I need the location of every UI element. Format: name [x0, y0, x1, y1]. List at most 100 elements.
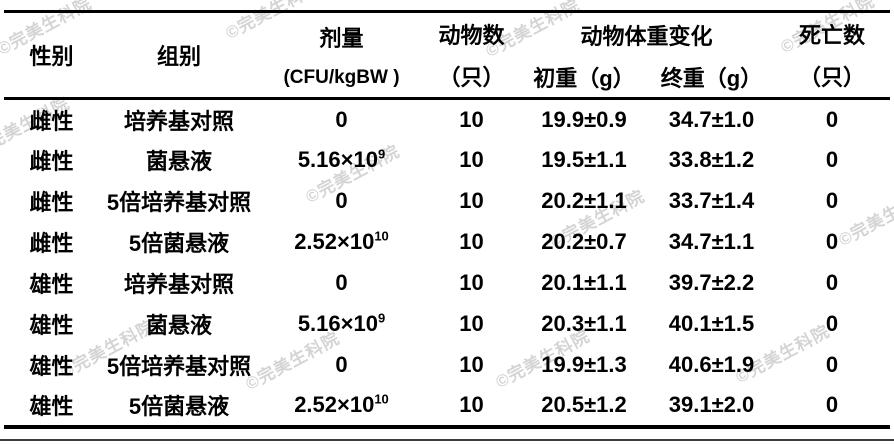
header-weight-change-label: 动物体重变化: [580, 24, 713, 50]
table-row: 雌性 5倍菌悬液 2.52×1010 10 20.2±0.7 34.7±1.1 0: [4, 222, 890, 263]
dose-cell: 0: [259, 99, 424, 140]
header-group: 组别: [99, 11, 259, 100]
animals-cell: 10: [459, 188, 484, 213]
header-dose: 剂量 (CFU/kgBW ): [259, 11, 424, 100]
dose-cell: 0: [259, 181, 424, 222]
header-deaths-label: 死亡数: [799, 23, 866, 48]
dose-exponent: 9: [377, 310, 386, 326]
group-cell: 5倍菌悬液: [99, 385, 259, 429]
dose-cell: 0: [259, 345, 424, 386]
initial-weight-cell: 20.2±0.7: [541, 229, 627, 254]
dose-cell: 2.52×1010: [259, 385, 424, 429]
deaths-cell: 0: [825, 147, 839, 172]
dose-value: 0: [335, 106, 348, 132]
group-cell: 菌悬液: [145, 149, 212, 174]
final-weight-cell: 39.1±2.0: [649, 385, 775, 429]
data-table: 性别 组别 剂量 (CFU/kgBW ) 动物数 （只） 动物体重变化: [4, 10, 891, 429]
dose-value: 2.52×10: [294, 229, 375, 254]
sex-cell: 雌性: [29, 190, 74, 215]
header-dose-label: 剂量: [319, 26, 364, 51]
initial-weight-cell: 19.9±0.9: [541, 106, 627, 132]
group-cell: 菌悬液: [145, 313, 212, 338]
animals-cell: 10: [459, 147, 484, 172]
dose-cell: 5.16×109: [259, 140, 424, 181]
table-row: 雄性 菌悬液 5.16×109 10 20.3±1.1 40.1±1.5 0: [4, 304, 890, 345]
final-weight-cell: 34.7±1.0: [668, 106, 755, 132]
dose-cell: 2.52×1010: [259, 222, 424, 263]
sex-cell: 雌性: [29, 149, 74, 174]
dose-cell: 0: [259, 263, 424, 304]
table-header: 性别 组别 剂量 (CFU/kgBW ) 动物数 （只） 动物体重变化: [4, 11, 891, 100]
deaths-cell: 0: [825, 352, 839, 377]
table-row: 雌性 菌悬液 5.16×109 10 19.5±1.1 33.8±1.2 0: [4, 140, 890, 181]
deaths-cell: 0: [825, 188, 839, 213]
header-initial-weight-label: 初重（g）: [533, 66, 635, 92]
dose-value: 0: [335, 270, 348, 295]
dose-value: 0: [335, 352, 348, 377]
animals-cell: 10: [459, 311, 484, 336]
final-weight-cell: 39.7±2.2: [668, 270, 755, 295]
dose-value: 5.16×10: [297, 311, 378, 336]
table-row: 雌性 培养基对照 0 10 19.9±0.9 34.7±1.0 0: [4, 99, 890, 140]
group-cell: 培养基对照: [123, 272, 234, 297]
group-cell: 培养基对照: [123, 108, 234, 134]
deaths-cell: 0: [825, 106, 839, 132]
animals-cell: 10: [459, 270, 484, 295]
group-cell: 5倍培养基对照: [106, 190, 252, 215]
final-weight-cell: 40.6±1.9: [668, 352, 755, 377]
initial-weight-cell: 20.5±1.2: [519, 385, 649, 429]
table-row: 雄性 5倍菌悬液 2.52×1010 10 20.5±1.2 39.1±2.0 0: [4, 385, 891, 429]
deaths-cell: 0: [774, 385, 891, 429]
sex-cell: 雄性: [29, 272, 74, 297]
animals-cell: 10: [459, 229, 484, 254]
deaths-cell: 0: [825, 270, 839, 295]
dose-exponent: 10: [374, 391, 389, 407]
table-row: 雌性 5倍培养基对照 0 10 20.2±1.1 33.7±1.4 0: [4, 181, 890, 222]
bottom-rule: [0, 439, 894, 441]
group-cell: 5倍菌悬液: [128, 231, 230, 256]
header-deaths-unit: （只）: [799, 65, 866, 90]
dose-exponent: 9: [377, 146, 386, 162]
header-sex: 性别: [4, 11, 99, 100]
animals-cell: 10: [459, 352, 484, 377]
initial-weight-cell: 20.1±1.1: [541, 270, 627, 295]
header-initial-weight: 初重（g）: [519, 57, 649, 100]
header-animal-count-label: 动物数: [438, 23, 505, 48]
animals-cell: 10: [459, 106, 484, 132]
initial-weight-cell: 20.2±1.1: [541, 188, 627, 213]
deaths-cell: 0: [825, 311, 839, 336]
initial-weight-cell: 20.3±1.1: [541, 311, 627, 336]
header-deaths: 死亡数 （只）: [774, 11, 891, 100]
table-row: 雄性 培养基对照 0 10 20.1±1.1 39.7±2.2 0: [4, 263, 890, 304]
sex-cell: 雌性: [29, 108, 74, 134]
sex-cell: 雌性: [29, 231, 74, 256]
dose-exponent: 10: [374, 228, 389, 244]
final-weight-cell: 33.8±1.2: [668, 147, 755, 172]
dose-cell: 5.16×109: [259, 304, 424, 345]
header-animal-count: 动物数 （只）: [424, 11, 519, 100]
final-weight-cell: 40.1±1.5: [668, 311, 755, 336]
header-animal-count-unit: （只）: [438, 65, 505, 90]
dose-value: 2.52×10: [294, 392, 375, 417]
dose-value: 0: [335, 188, 348, 213]
header-dose-unit: (CFU/kgBW ): [283, 67, 400, 88]
initial-weight-cell: 19.5±1.1: [541, 147, 627, 172]
group-cell: 5倍培养基对照: [106, 354, 252, 379]
final-weight-cell: 33.7±1.4: [668, 188, 755, 213]
sex-cell: 雄性: [29, 354, 74, 379]
dose-value: 5.16×10: [297, 147, 378, 172]
animals-cell: 10: [424, 385, 519, 429]
header-sex-label: 性别: [29, 44, 74, 69]
table-row: 雄性 5倍培养基对照 0 10 19.9±1.3 40.6±1.9 0: [4, 345, 890, 386]
header-group-label: 组别: [156, 44, 201, 69]
header-final-weight: 终重（g）: [649, 57, 775, 100]
header-weight-change: 动物体重变化: [519, 12, 774, 58]
final-weight-cell: 34.7±1.1: [668, 229, 755, 254]
header-final-weight-label: 终重（g）: [660, 66, 763, 92]
deaths-cell: 0: [825, 229, 839, 254]
table-body: 雌性 培养基对照 0 10 19.9±0.9 34.7±1.0 0 雌性 菌悬液 5.16×109…: [4, 99, 891, 429]
sex-cell: 雄性: [29, 313, 74, 338]
initial-weight-cell: 19.9±1.3: [541, 352, 627, 377]
sex-cell: 雄性: [4, 385, 99, 429]
